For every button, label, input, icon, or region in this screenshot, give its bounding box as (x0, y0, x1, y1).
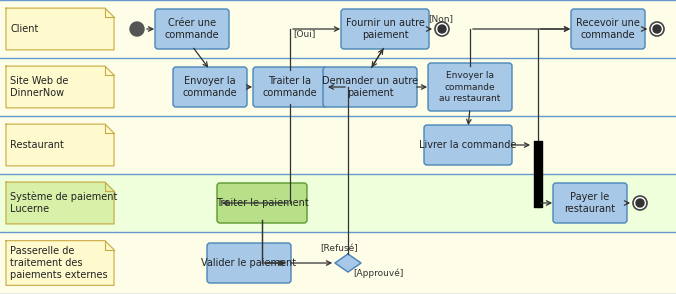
FancyBboxPatch shape (217, 183, 307, 223)
Polygon shape (335, 254, 361, 272)
Circle shape (633, 196, 647, 210)
FancyBboxPatch shape (323, 67, 417, 107)
Text: [Non]: [Non] (428, 14, 453, 23)
FancyBboxPatch shape (424, 125, 512, 165)
Text: Traiter le paiement: Traiter le paiement (216, 198, 308, 208)
Text: Système de paiement
Lucerne: Système de paiement Lucerne (10, 192, 118, 214)
Circle shape (438, 25, 446, 33)
Text: [Refusé]: [Refusé] (320, 244, 358, 253)
Circle shape (130, 22, 144, 36)
Text: Valider le paiement: Valider le paiement (201, 258, 297, 268)
Circle shape (653, 25, 661, 33)
Text: [Approuvé]: [Approuvé] (353, 268, 404, 278)
Text: Traiter la
commande: Traiter la commande (263, 76, 317, 98)
Text: Demander un autre
paiement: Demander un autre paiement (322, 76, 418, 98)
Polygon shape (6, 8, 114, 50)
Polygon shape (6, 241, 114, 285)
Bar (0, 174, 676, 232)
FancyBboxPatch shape (571, 9, 645, 49)
FancyBboxPatch shape (341, 9, 429, 49)
Text: Site Web de
DinnerNow: Site Web de DinnerNow (10, 76, 68, 98)
Text: Envoyer la
commande
au restaurant: Envoyer la commande au restaurant (439, 71, 501, 103)
Bar (0, 58, 676, 116)
Polygon shape (6, 124, 114, 166)
Bar (0, 232, 676, 294)
FancyBboxPatch shape (155, 9, 229, 49)
Circle shape (435, 22, 449, 36)
FancyBboxPatch shape (207, 243, 291, 283)
Text: Restaurant: Restaurant (10, 140, 64, 150)
Bar (0, 0, 676, 58)
Text: Recevoir une
commande: Recevoir une commande (576, 18, 640, 40)
Text: Envoyer la
commande: Envoyer la commande (183, 76, 237, 98)
Circle shape (636, 199, 644, 207)
FancyBboxPatch shape (428, 63, 512, 111)
Text: Fournir un autre
paiement: Fournir un autre paiement (345, 18, 425, 40)
Text: Payer le
restaurant: Payer le restaurant (564, 192, 616, 214)
Polygon shape (6, 66, 114, 108)
FancyBboxPatch shape (253, 67, 327, 107)
Text: Client: Client (10, 24, 39, 34)
Text: [Oui]: [Oui] (293, 29, 316, 38)
FancyBboxPatch shape (173, 67, 247, 107)
Circle shape (650, 22, 664, 36)
Text: Livrer la commande: Livrer la commande (419, 140, 516, 150)
FancyBboxPatch shape (553, 183, 627, 223)
Text: Créer une
commande: Créer une commande (165, 18, 219, 40)
Text: Passerelle de
traitement des
paiements externes: Passerelle de traitement des paiements e… (10, 245, 107, 280)
Bar (0, 116, 676, 174)
Polygon shape (6, 182, 114, 224)
